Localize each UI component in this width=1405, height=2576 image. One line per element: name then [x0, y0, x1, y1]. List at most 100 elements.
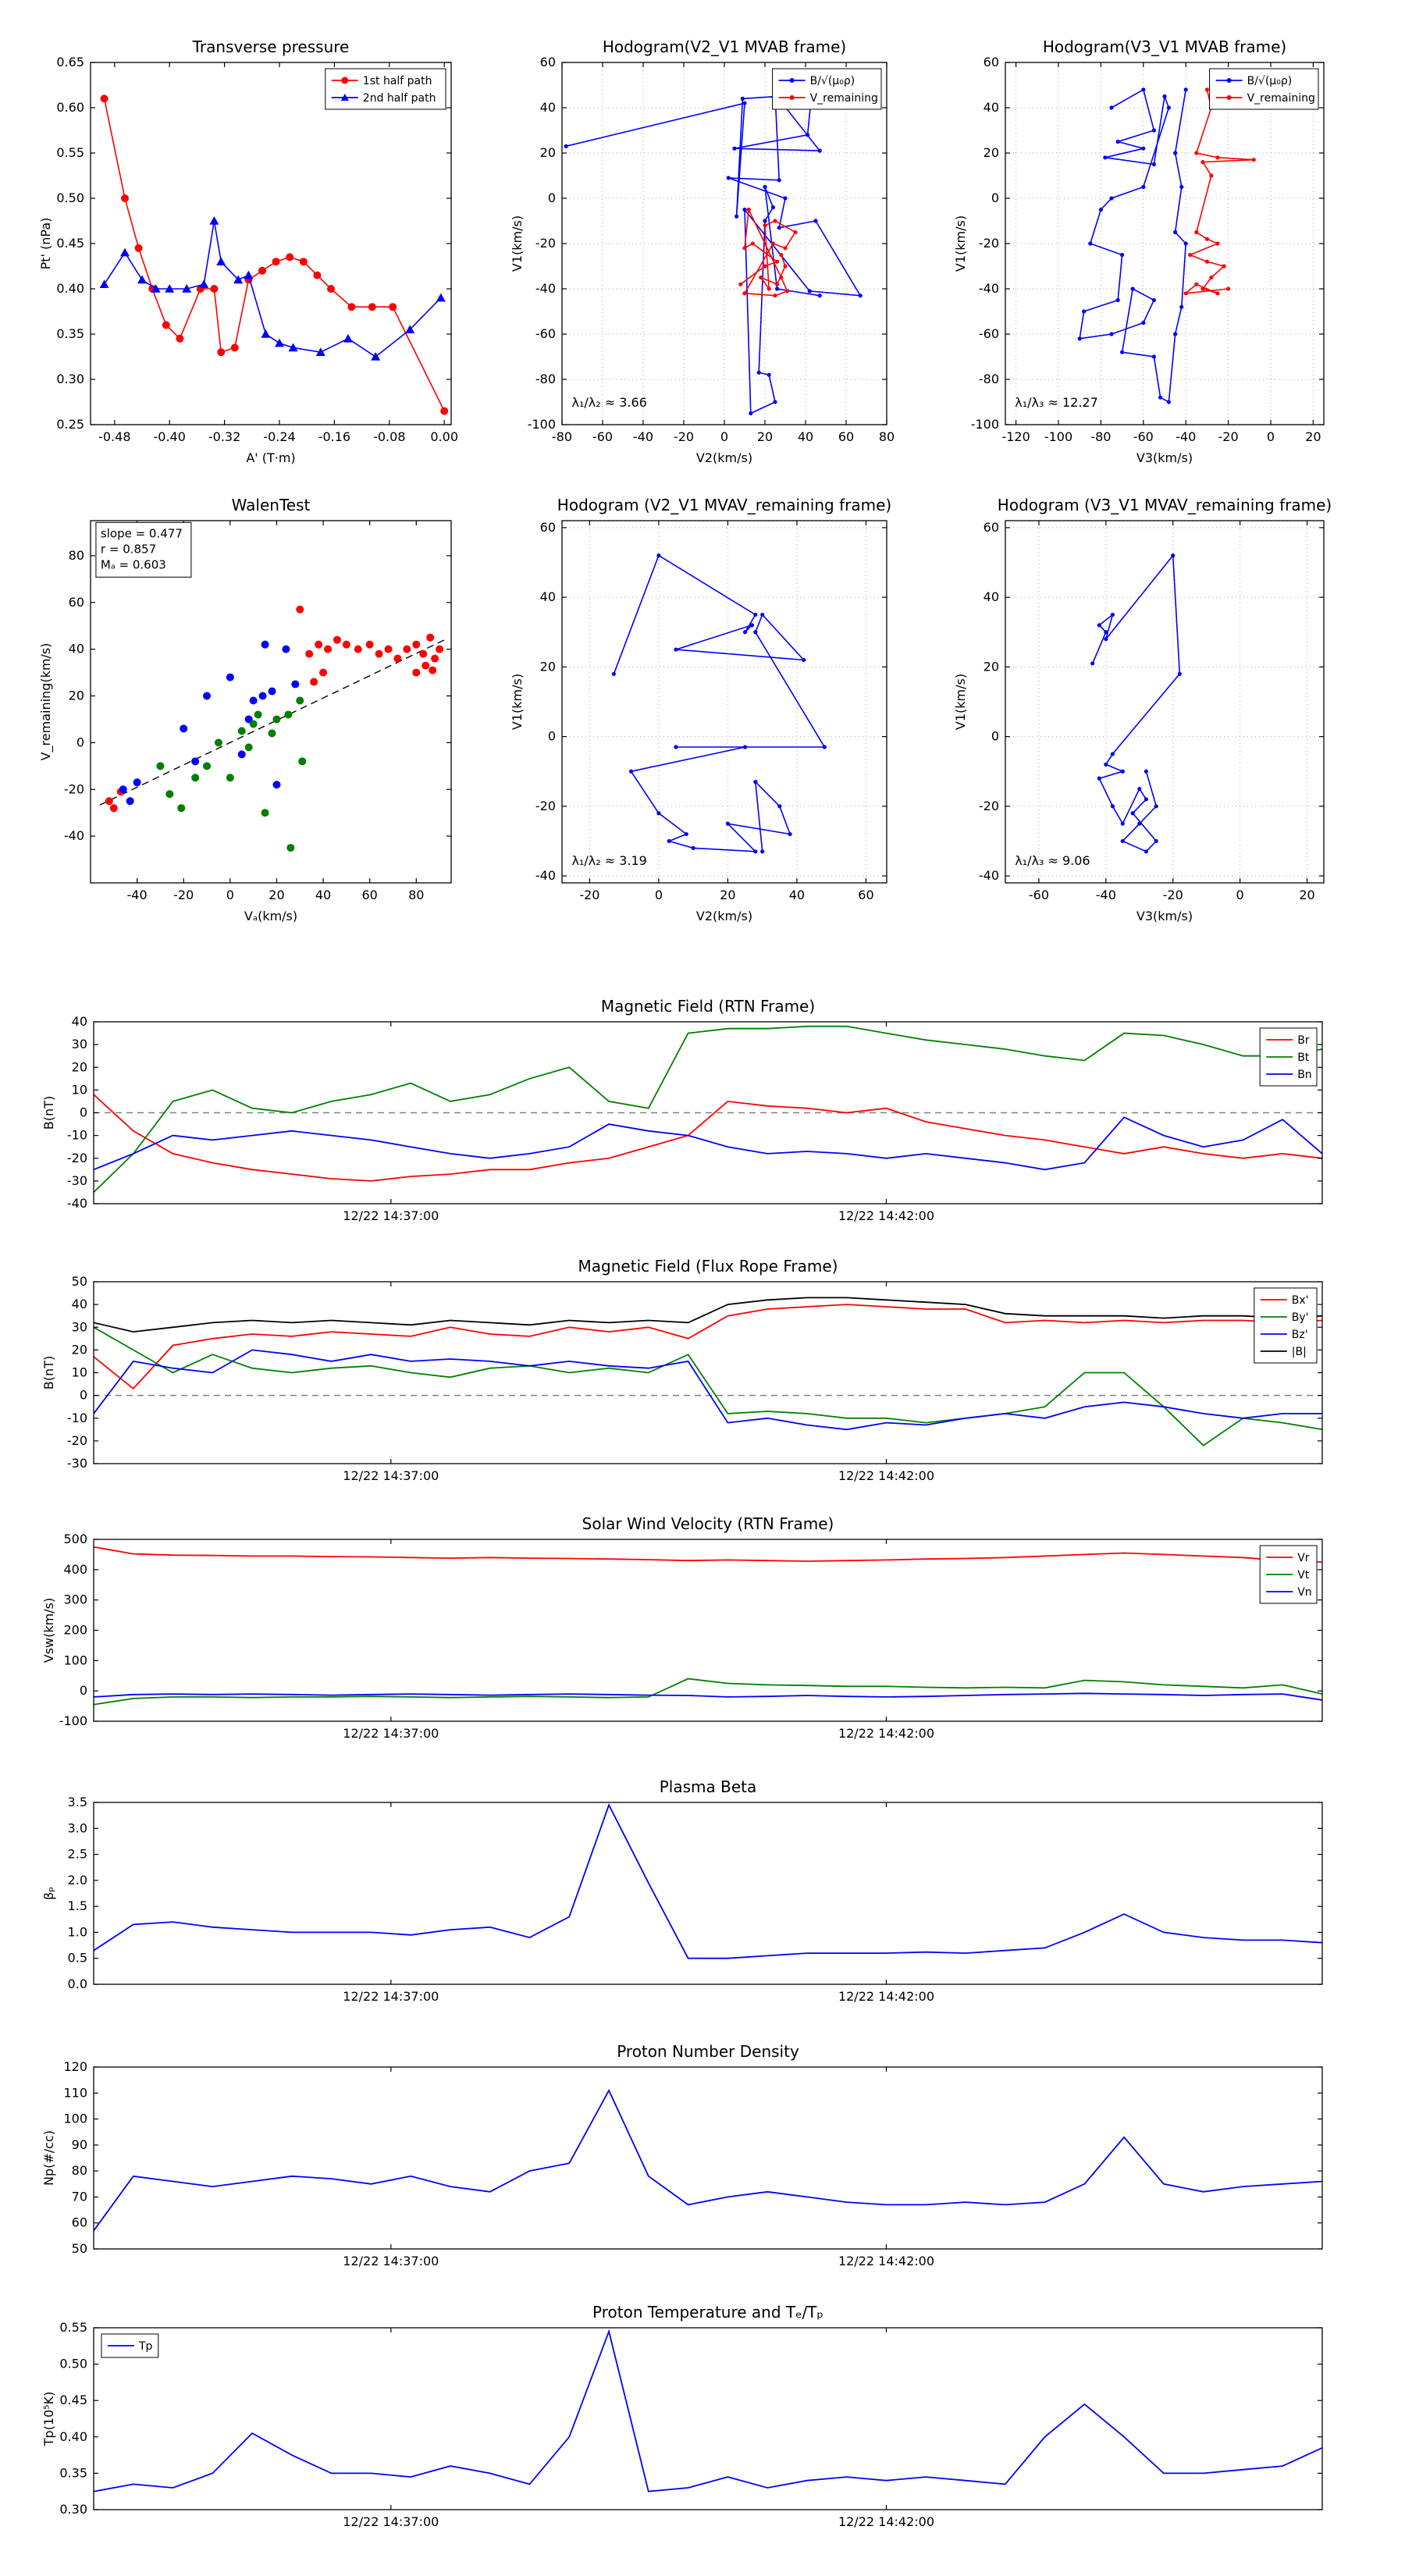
svg-text:120: 120: [63, 2059, 87, 2074]
svg-text:3.5: 3.5: [68, 1795, 87, 1809]
svg-text:12/22 14:37:00: 12/22 14:37:00: [343, 2514, 439, 2529]
solar-wind-velocity-chart: 12/22 14:37:00 12/22 14:42:00 -100 0 100 200 3…: [31, 1507, 1335, 1764]
svg-text:Tp(10⁵K): Tp(10⁵K): [41, 2392, 56, 2447]
svg-text:0: 0: [1267, 429, 1275, 444]
svg-text:-60: -60: [535, 326, 556, 341]
svg-text:V3(km/s): V3(km/s): [1136, 450, 1193, 465]
svg-text:0: 0: [80, 1683, 87, 1698]
svg-text:1.5: 1.5: [68, 1898, 87, 1913]
svg-text:60: 60: [984, 55, 999, 69]
svg-text:|B|: |B|: [1292, 1346, 1307, 1358]
svg-text:50: 50: [72, 1274, 87, 1289]
svg-text:-0.08: -0.08: [373, 429, 405, 444]
svg-text:12/22 14:42:00: 12/22 14:42:00: [838, 1468, 934, 1483]
svg-text:60: 60: [72, 2215, 87, 2230]
svg-text:-40: -40: [633, 429, 653, 444]
svg-text:12/22 14:42:00: 12/22 14:42:00: [838, 1989, 934, 2004]
svg-text:60: 60: [361, 888, 377, 902]
svg-text:90: 90: [72, 2137, 87, 2152]
svg-text:12/22 14:42:00: 12/22 14:42:00: [838, 1208, 934, 1223]
svg-text:Vr: Vr: [1297, 1552, 1310, 1564]
hodogram-v3v1-mvav-chart: -60 -40 -20 0 20 -40 -20 0 20 40 60 Hodogram (V3_V1…: [946, 489, 1341, 942]
svg-text:λ₁/λ₃ ≈ 12.27: λ₁/λ₃ ≈ 12.27: [1015, 395, 1098, 410]
svg-text:-20: -20: [979, 236, 999, 251]
svg-text:12/22 14:42:00: 12/22 14:42:00: [838, 2254, 934, 2268]
svg-text:80: 80: [408, 888, 424, 902]
svg-text:Np(#/cc): Np(#/cc): [41, 2130, 56, 2186]
svg-text:B/√(μ₀ρ): B/√(μ₀ρ): [1247, 75, 1293, 87]
svg-text:-0.48: -0.48: [98, 429, 130, 444]
svg-text:-20: -20: [1163, 888, 1183, 902]
svg-text:3.0: 3.0: [68, 1820, 87, 1835]
svg-text:-120: -120: [1001, 429, 1030, 444]
svg-text:0: 0: [720, 429, 728, 444]
svg-text:0: 0: [80, 1388, 87, 1403]
svg-text:20: 20: [269, 888, 284, 902]
svg-text:10: 10: [72, 1365, 87, 1380]
svg-text:Bx': Bx': [1292, 1294, 1309, 1307]
magnetic-field-rtn-chart: 12/22 14:37:00 12/22 14:42:00 -40 -30 -20 -10…: [31, 989, 1335, 1247]
svg-text:-40: -40: [535, 868, 556, 883]
svg-text:40: 40: [72, 1297, 87, 1311]
svg-text:0.55: 0.55: [59, 2320, 87, 2335]
svg-text:-100: -100: [528, 417, 556, 432]
svg-text:20: 20: [540, 145, 556, 160]
svg-text:WalenTest: WalenTest: [232, 496, 311, 514]
svg-text:-100: -100: [1044, 429, 1072, 444]
svg-text:50: 50: [72, 2241, 87, 2256]
svg-text:60: 60: [69, 595, 84, 610]
svg-text:-20: -20: [579, 888, 599, 902]
svg-text:Plasma Beta: Plasma Beta: [660, 1777, 757, 1796]
svg-text:500: 500: [63, 1532, 87, 1546]
svg-text:60: 60: [838, 429, 854, 444]
svg-text:12/22 14:37:00: 12/22 14:37:00: [343, 2254, 439, 2268]
svg-text:0.30: 0.30: [56, 372, 84, 386]
svg-text:-20: -20: [674, 429, 694, 444]
svg-text:1.0: 1.0: [68, 1924, 87, 1939]
svg-text:-0.24: -0.24: [263, 429, 295, 444]
svg-text:Vt: Vt: [1297, 1569, 1310, 1582]
svg-text:40: 40: [72, 1014, 87, 1029]
svg-text:-10: -10: [67, 1411, 87, 1425]
svg-text:-100: -100: [59, 1713, 87, 1728]
svg-text:40: 40: [540, 589, 556, 604]
svg-text:V_remaining: V_remaining: [1247, 92, 1315, 105]
svg-text:0.60: 0.60: [56, 100, 84, 115]
svg-text:0.40: 0.40: [56, 281, 84, 296]
svg-text:-20: -20: [67, 1151, 87, 1165]
svg-text:Vₐ(km/s): Vₐ(km/s): [244, 909, 297, 923]
svg-text:V1(km/s): V1(km/s): [953, 674, 968, 730]
svg-text:-0.16: -0.16: [318, 429, 350, 444]
svg-text:0: 0: [1236, 888, 1244, 902]
svg-text:λ₁/λ₃ ≈ 9.06: λ₁/λ₃ ≈ 9.06: [1015, 853, 1090, 868]
svg-text:Vsw(km/s): Vsw(km/s): [41, 1598, 56, 1663]
svg-text:200: 200: [63, 1623, 87, 1638]
svg-text:2.0: 2.0: [68, 1873, 87, 1888]
svg-text:-60: -60: [979, 326, 999, 341]
svg-text:300: 300: [63, 1592, 87, 1607]
svg-text:110: 110: [63, 2085, 87, 2100]
svg-text:-0.40: -0.40: [153, 429, 185, 444]
svg-text:30: 30: [72, 1319, 87, 1334]
svg-text:400: 400: [63, 1562, 87, 1577]
svg-text:-20: -20: [64, 781, 84, 796]
svg-text:βₚ: βₚ: [41, 1887, 56, 1900]
svg-text:40: 40: [540, 100, 556, 115]
svg-text:12/22 14:42:00: 12/22 14:42:00: [838, 2514, 934, 2529]
svg-text:-60: -60: [592, 429, 613, 444]
svg-text:-40: -40: [979, 281, 999, 296]
svg-text:Hodogram(V2_V1 MVAB frame): Hodogram(V2_V1 MVAB frame): [603, 37, 846, 56]
svg-text:Br: Br: [1297, 1034, 1310, 1047]
svg-text:-60: -60: [1133, 429, 1154, 444]
svg-text:100: 100: [63, 1653, 87, 1667]
svg-text:-20: -20: [535, 799, 556, 813]
svg-text:Hodogram (V3_V1 MVAV_remaining: Hodogram (V3_V1 MVAV_remaining frame): [998, 496, 1332, 514]
svg-text:V_remaining: V_remaining: [810, 92, 878, 105]
svg-text:0: 0: [226, 888, 234, 902]
svg-text:-40: -40: [67, 1196, 87, 1211]
svg-text:2nd half path: 2nd half path: [363, 92, 436, 105]
svg-text:0.0: 0.0: [68, 1976, 87, 1991]
svg-text:20: 20: [757, 429, 773, 444]
svg-text:40: 40: [69, 642, 84, 656]
svg-text:0.45: 0.45: [59, 2393, 87, 2407]
